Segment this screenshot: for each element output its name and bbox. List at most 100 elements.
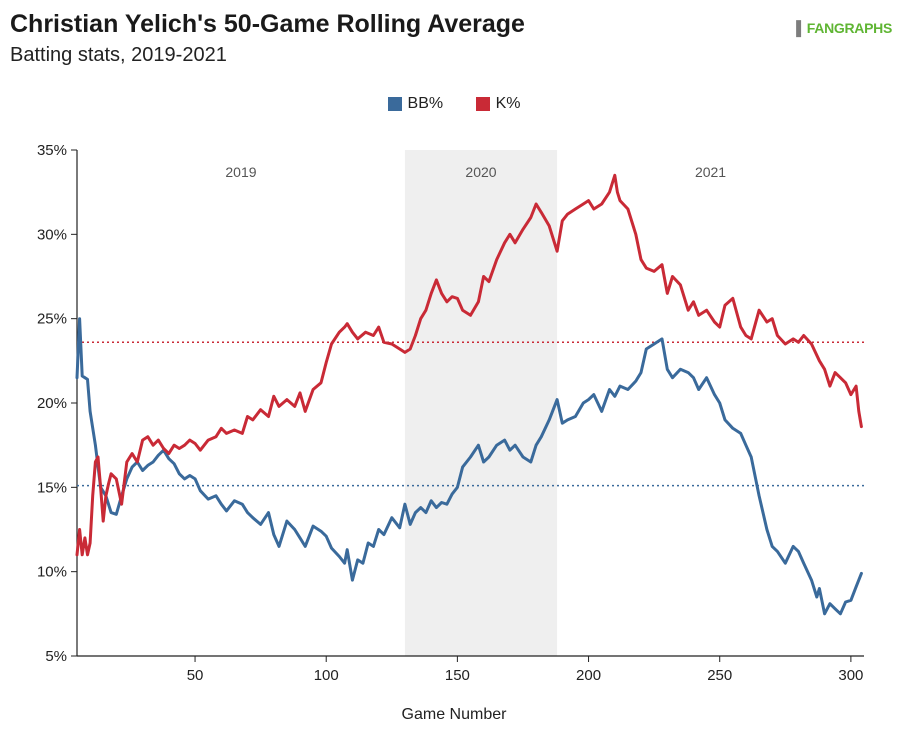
data-point-bb (267, 511, 270, 514)
data-point-bb (477, 443, 480, 447)
data-point-bb (495, 443, 498, 447)
data-point-bb (487, 455, 491, 459)
data-point-k (351, 330, 354, 334)
data-point-k (844, 381, 847, 384)
data-point-bb (115, 513, 118, 516)
data-point-k (713, 320, 716, 324)
legend-item-bb: BB% (387, 95, 444, 113)
data-point-bb (298, 536, 302, 540)
data-point-k (206, 438, 210, 442)
data-point-k (225, 432, 228, 435)
y-tick-label-5: 5% (45, 648, 67, 665)
data-point-bb (151, 460, 155, 464)
data-point-k (157, 438, 160, 442)
data-point-bb (561, 422, 564, 425)
data-point-k (435, 278, 438, 282)
data-point-k (107, 482, 110, 486)
data-point-bb (529, 460, 533, 464)
data-point-k (592, 207, 595, 211)
data-point-k (414, 334, 417, 337)
data-point-bb (503, 438, 506, 442)
data-point-k (102, 519, 105, 523)
data-point-bb (639, 371, 643, 374)
data-point-k (356, 337, 359, 341)
data-point-k (487, 280, 491, 283)
data-point-bb (713, 393, 716, 396)
data-point-k (797, 341, 800, 344)
data-point-bb (634, 379, 637, 383)
data-point-bb (75, 376, 79, 379)
data-point-k (508, 233, 512, 236)
y-tick-label-20: 20% (37, 395, 67, 412)
data-point-k (285, 398, 289, 401)
data-point-k (419, 317, 422, 320)
legend-item-k: K% (475, 95, 520, 113)
data-point-bb (784, 562, 787, 565)
data-point-bb (797, 550, 800, 553)
data-point-bb (618, 384, 622, 388)
data-point-bb (718, 401, 721, 405)
data-point-k (854, 384, 858, 388)
data-point-bb (225, 509, 228, 513)
data-point-bb (666, 368, 669, 371)
data-point-k (857, 410, 860, 413)
data-point-k (495, 258, 498, 261)
data-point-bb (285, 519, 289, 523)
data-point-bb (508, 449, 512, 452)
data-point-bb (372, 545, 375, 548)
data-point-bb (241, 503, 244, 506)
data-point-k (469, 314, 472, 317)
data-point-k (325, 361, 328, 364)
series-line-k (75, 173, 863, 557)
data-point-k (241, 432, 244, 435)
data-point-k (456, 297, 459, 300)
data-point-k (521, 228, 525, 231)
data-point-k (582, 202, 585, 206)
data-point-bb (445, 503, 449, 506)
data-point-bb (311, 524, 315, 528)
y-tick-label-10: 10% (37, 564, 67, 581)
data-point-k (372, 334, 375, 337)
data-point-k (364, 330, 367, 334)
data-point-bb (214, 494, 218, 497)
data-point-k (784, 342, 787, 346)
data-point-k (757, 309, 761, 312)
data-point-bb (382, 533, 386, 536)
data-point-k (343, 325, 346, 329)
data-point-k (120, 503, 123, 506)
data-point-bb (660, 337, 664, 341)
data-point-bb (346, 548, 349, 551)
data-point-k (645, 266, 648, 270)
data-point-k (104, 494, 108, 497)
data-point-k (477, 300, 480, 303)
data-point-k (88, 541, 92, 545)
data-point-k (109, 472, 113, 476)
data-point-bb (482, 460, 485, 464)
fangraphs-mark-icon: ▌ (796, 20, 806, 36)
data-point-k (408, 347, 412, 351)
x-tick-label-200: 200 (576, 667, 601, 684)
data-point-bb (304, 545, 307, 548)
data-point-bb (390, 516, 393, 519)
data-point-bb (818, 587, 821, 590)
data-point-bb (272, 533, 275, 536)
data-point-bb (574, 415, 577, 418)
data-point-bb (167, 457, 171, 460)
data-point-k (618, 199, 622, 202)
legend-label-bb: BB% (407, 95, 444, 112)
data-point-k (671, 275, 674, 278)
data-point-bb (461, 465, 464, 469)
data-point-bb (534, 443, 538, 447)
data-point-bb (692, 376, 695, 379)
data-point-k (833, 371, 837, 374)
data-point-bb (823, 612, 826, 616)
data-point-bb (854, 585, 858, 589)
data-point-k (424, 309, 428, 312)
data-point-bb (366, 541, 370, 545)
data-point-bb (81, 374, 84, 378)
data-point-k (298, 391, 302, 395)
data-point-k (566, 212, 569, 216)
data-point-k (277, 405, 281, 408)
data-point-bb (183, 477, 186, 481)
data-point-k (96, 455, 100, 459)
